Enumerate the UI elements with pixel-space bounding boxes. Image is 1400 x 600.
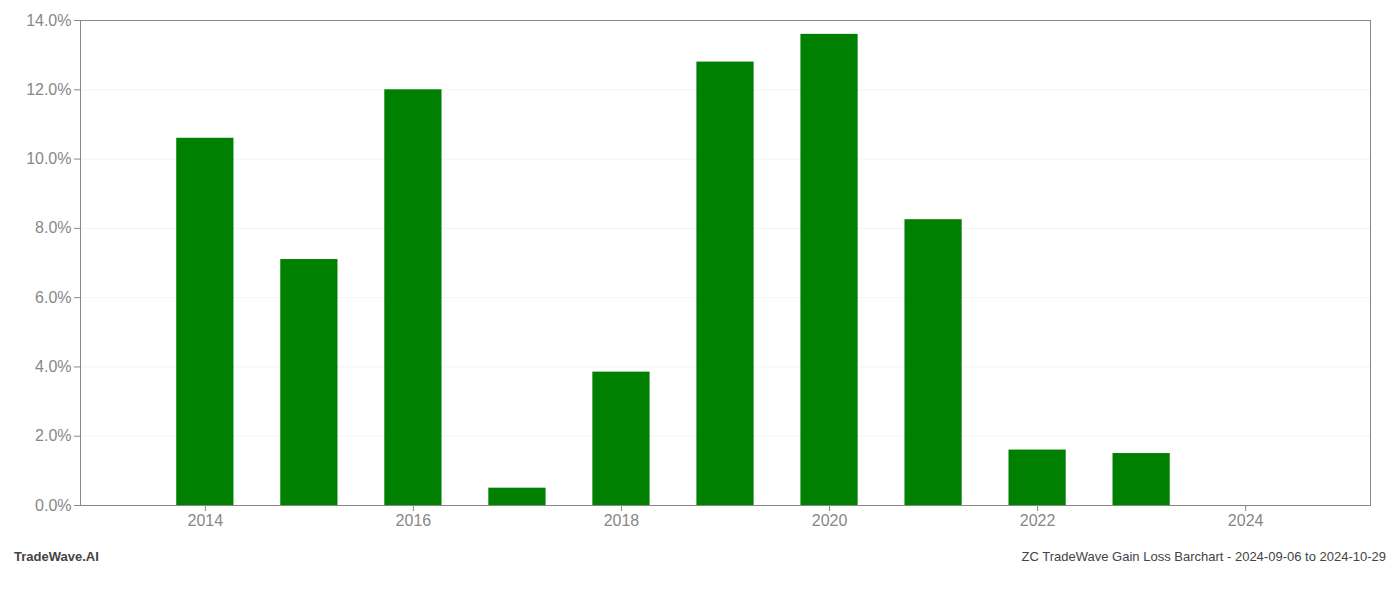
svg-text:2022: 2022: [1020, 512, 1056, 529]
svg-text:14.0%: 14.0%: [26, 12, 71, 29]
svg-text:2024: 2024: [1228, 512, 1264, 529]
html-text:TradeWave.AI: TradeWave.AI: [14, 549, 99, 564]
svg-text:6.0%: 6.0%: [35, 289, 71, 306]
html-text:ZC TradeWave Gain Loss Barchar: ZC TradeWave Gain Loss Barchart - 2024-0…: [1021, 549, 1386, 564]
svg-text:12.0%: 12.0%: [26, 81, 71, 98]
svg-text:2018: 2018: [604, 512, 640, 529]
svg-text:0.0%: 0.0%: [35, 497, 71, 514]
svg-text:2016: 2016: [396, 512, 432, 529]
svg-text:2020: 2020: [812, 512, 848, 529]
svg-text:8.0%: 8.0%: [35, 219, 71, 236]
svg-text:10.0%: 10.0%: [26, 150, 71, 167]
svg-text:2014: 2014: [188, 512, 224, 529]
svg-text:2.0%: 2.0%: [35, 427, 71, 444]
svg-text:4.0%: 4.0%: [35, 358, 71, 375]
